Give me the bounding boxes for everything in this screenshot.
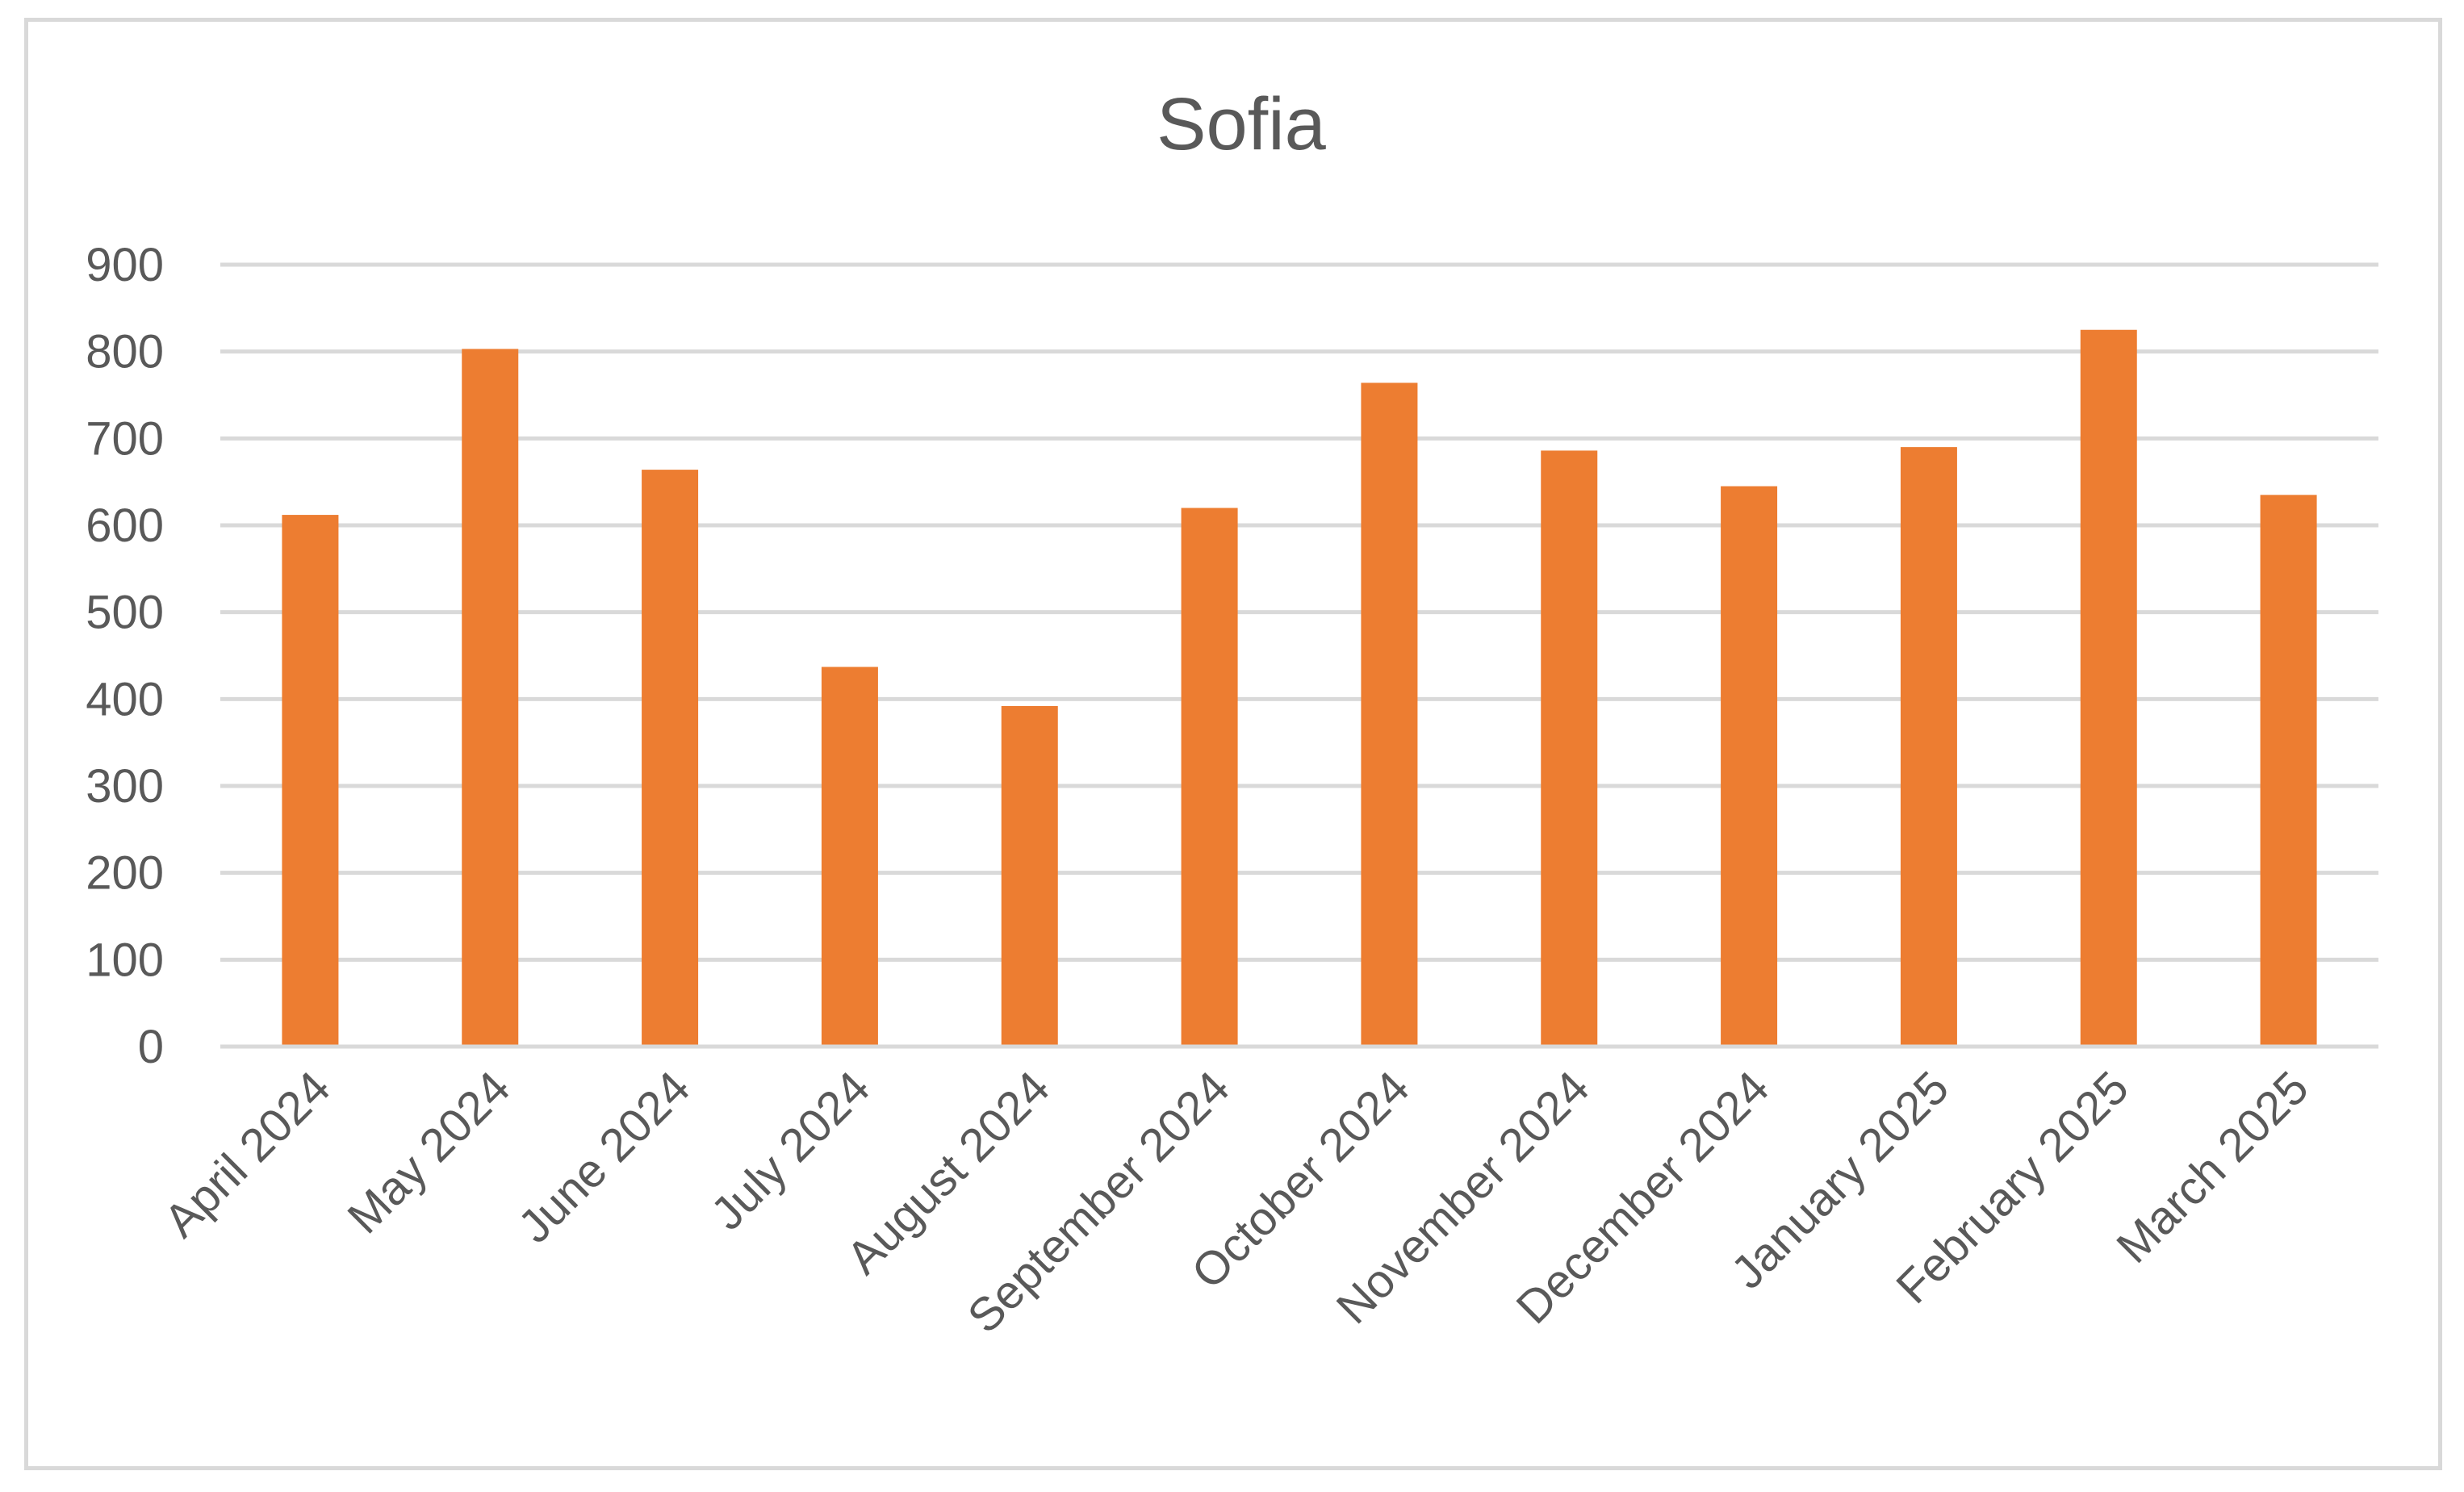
bar — [1181, 508, 1238, 1047]
x-category-label: March 2025 — [2106, 1061, 2319, 1273]
y-tick-label: 700 — [86, 412, 164, 465]
bar — [1900, 447, 1957, 1047]
bar — [1541, 450, 1598, 1047]
bars — [282, 329, 2317, 1047]
y-axis-tick-labels: 0 100 200 300 400 500 600 700 800 900 — [86, 239, 164, 1073]
bar — [642, 470, 699, 1047]
y-tick-label: 500 — [86, 587, 164, 639]
x-category-label: June 2024 — [508, 1061, 701, 1253]
bar — [1001, 705, 1058, 1047]
bar — [1721, 486, 1778, 1047]
y-tick-label: 900 — [86, 239, 164, 291]
y-tick-label: 0 — [138, 1021, 164, 1073]
bar — [2080, 329, 2137, 1047]
bar — [821, 667, 878, 1047]
bar — [1361, 382, 1418, 1047]
y-tick-label: 400 — [86, 673, 164, 725]
y-tick-label: 200 — [86, 847, 164, 900]
x-category-label: July 2024 — [701, 1061, 881, 1240]
y-tick-label: 300 — [86, 760, 164, 813]
gridlines — [220, 262, 2378, 962]
bar — [2260, 495, 2317, 1047]
bar — [282, 515, 339, 1047]
bar — [462, 349, 519, 1047]
y-tick-label: 100 — [86, 934, 164, 986]
y-tick-label: 800 — [86, 326, 164, 378]
x-category-label: April 2024 — [154, 1061, 341, 1248]
y-tick-label: 600 — [86, 499, 164, 552]
chart-title: Sofia — [1157, 83, 1327, 165]
x-category-label: May 2024 — [337, 1061, 520, 1243]
